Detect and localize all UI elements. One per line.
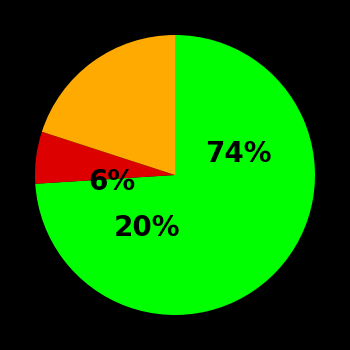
- Wedge shape: [42, 35, 175, 175]
- Text: 20%: 20%: [114, 214, 180, 242]
- Wedge shape: [35, 132, 175, 184]
- Wedge shape: [35, 35, 315, 315]
- Text: 6%: 6%: [89, 168, 135, 196]
- Text: 74%: 74%: [205, 140, 271, 168]
